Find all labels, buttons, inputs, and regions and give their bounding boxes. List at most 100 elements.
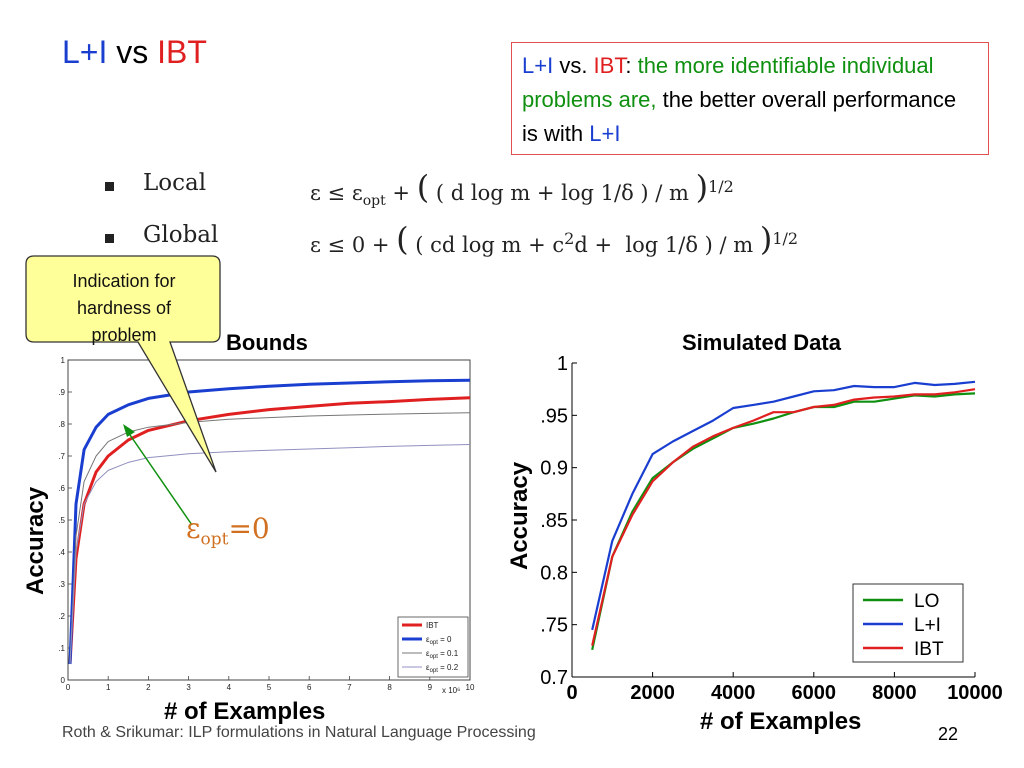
x-tick-label: 4 xyxy=(227,683,232,692)
x-multiplier-label: x 10⁶ xyxy=(442,686,460,695)
formula-local: ε ≤ εopt + ( ( d log m + log 1/δ ) / m )… xyxy=(310,168,734,210)
note-text: Indication for hardness of problem xyxy=(26,268,222,349)
bullet-label-local: Local xyxy=(143,170,207,196)
simulated-legend-label: LO xyxy=(914,591,939,612)
y-tick-label: .95 xyxy=(540,405,568,427)
x-tick-label: 3 xyxy=(186,683,191,692)
formula-global-exp: 1/2 xyxy=(772,229,799,248)
simulated-series-line-2 xyxy=(591,388,976,646)
callout-better: the better overall performance is with xyxy=(522,87,957,146)
right-x-axis-title: # of Examples xyxy=(700,708,862,735)
y-tick-label: 0.7 xyxy=(540,667,568,689)
y-tick-label: .85 xyxy=(540,510,568,532)
bounds-legend-label: εopt = 0 xyxy=(426,635,452,646)
simulated-legend-label: IBT xyxy=(914,639,944,660)
bullet-global: Global ε ≤ 0 + ( ( cd log m + c2d + log … xyxy=(105,220,825,258)
formula-global-body-a: ( cd log m + c xyxy=(408,233,565,257)
x-tick-label: 8000 xyxy=(872,682,917,704)
arrow-line xyxy=(127,431,193,526)
footer-text: Roth & Srikumar: ILP formulations in Nat… xyxy=(62,724,536,741)
callout-lplusi-end: L+I xyxy=(589,121,621,146)
formula-global-square: 2 xyxy=(564,229,575,248)
formula-global: ε ≤ 0 + ( ( cd log m + c2d + log 1/δ ) /… xyxy=(310,220,799,260)
formula-local-close: ) xyxy=(695,168,709,206)
callout-identifiable: the more identifiable individual problem… xyxy=(522,53,934,112)
y-tick-label: 0.8 xyxy=(540,562,568,584)
bullet-square-icon xyxy=(105,234,114,243)
title-vs: vs xyxy=(107,34,158,70)
annotation-sub: opt xyxy=(200,529,229,550)
y-tick-label: .5 xyxy=(58,516,65,525)
callout-lplusi: L+I xyxy=(522,53,554,78)
note-line-1: Indication for xyxy=(72,271,176,291)
title-ibt: IBT xyxy=(157,34,207,70)
annotation-tail: =0 xyxy=(228,512,270,545)
y-tick-label: .7 xyxy=(58,452,65,461)
y-tick-label: .9 xyxy=(58,388,65,397)
x-tick-label: 10000 xyxy=(947,682,1003,704)
formula-local-open: ( xyxy=(416,168,430,206)
arrow-head-icon xyxy=(123,424,135,437)
y-tick-label: .3 xyxy=(58,580,65,589)
bullet-square-icon xyxy=(105,182,114,191)
x-tick-label: 7 xyxy=(347,683,352,692)
x-tick-label: 2000 xyxy=(630,682,675,704)
note-bubble xyxy=(25,255,221,473)
simulated-legend-label: L+I xyxy=(914,615,941,636)
x-tick-label: 8 xyxy=(387,683,392,692)
left-x-axis-title: # of Examples xyxy=(164,698,326,725)
bounds-legend-label: IBT xyxy=(426,621,439,630)
note-line-3: problem xyxy=(91,325,157,345)
x-tick-label: 0 xyxy=(566,682,577,704)
formula-global-close: ) xyxy=(759,220,773,258)
simulated-legend: LO L+I IBT xyxy=(852,583,964,663)
bounds-legend: IBT εopt = 0 εopt = 0.1 εopt = 0.2 xyxy=(397,616,469,678)
x-tick-label: 9 xyxy=(428,683,433,692)
x-tick-label: 4000 xyxy=(711,682,756,704)
callout-colon: : xyxy=(625,53,638,78)
title-lplusi: L+I xyxy=(62,34,108,70)
formula-local-plus: + xyxy=(385,181,417,205)
x-tick-label: 5 xyxy=(267,683,272,692)
right-y-axis-title: Accuracy xyxy=(506,461,533,570)
y-tick-label: .1 xyxy=(58,644,65,653)
simulated-series-line-1 xyxy=(591,380,976,631)
page-number: 22 xyxy=(938,724,959,744)
epsilon-opt-annotation: εopt=0 xyxy=(186,512,270,550)
left-y-axis-title: Accuracy xyxy=(22,486,49,595)
formula-local-sub: opt xyxy=(362,193,386,210)
x-tick-label: 2 xyxy=(146,683,151,692)
y-tick-label: 1 xyxy=(61,356,66,365)
bounds-series-line-3 xyxy=(69,444,471,665)
bullet-label-global: Global xyxy=(143,222,219,248)
simulated-chart: 0 2000 4000 6000 8000 10000 0.7 .75 0.8 .85 0.9 .95… xyxy=(540,355,1003,704)
bounds-chart: 0 1 2 3 4 5 6 7 8 9 10 0 .1 .2 .3 .4 .5 .6 .7 .8 .9 1 x 10⁶ I… xyxy=(58,356,475,695)
y-tick-label: .75 xyxy=(540,615,568,637)
simulated-series-line-0 xyxy=(591,392,976,651)
note-line-2: hardness of xyxy=(76,298,172,318)
right-chart-title: Simulated Data xyxy=(682,330,841,355)
y-tick-label: .2 xyxy=(58,612,65,621)
bounds-series-line-1 xyxy=(68,378,471,665)
bounds-legend-label: εopt = 0.1 xyxy=(426,649,459,660)
y-tick-label: .8 xyxy=(58,420,65,429)
y-tick-label: 0.9 xyxy=(540,458,568,480)
annotation-epsilon: ε xyxy=(186,512,201,545)
callout-box: L+I vs. IBT: the more identifiable indiv… xyxy=(511,42,989,155)
formula-global-start: ε ≤ 0 + xyxy=(310,233,397,257)
callout-vs: vs. xyxy=(553,53,594,78)
formula-local-body: ( d log m + log 1/δ ) / m xyxy=(429,181,696,205)
callout-ibt: IBT xyxy=(593,53,626,78)
y-tick-label: .6 xyxy=(58,484,65,493)
formula-local-start: ε ≤ ε xyxy=(310,181,363,205)
slide-title: L+I vs IBT xyxy=(62,30,207,74)
x-tick-label: 6 xyxy=(307,683,312,692)
x-tick-label: 0 xyxy=(66,683,71,692)
annotation-arrow xyxy=(123,424,193,526)
y-tick-label: 0 xyxy=(61,676,66,685)
bounds-legend-label: εopt = 0.2 xyxy=(426,663,459,674)
y-tick-label: .4 xyxy=(58,548,65,557)
x-tick-label: 10 xyxy=(466,683,475,692)
formula-local-exp: 1/2 xyxy=(708,177,734,196)
y-tick-label: 1 xyxy=(557,355,568,375)
